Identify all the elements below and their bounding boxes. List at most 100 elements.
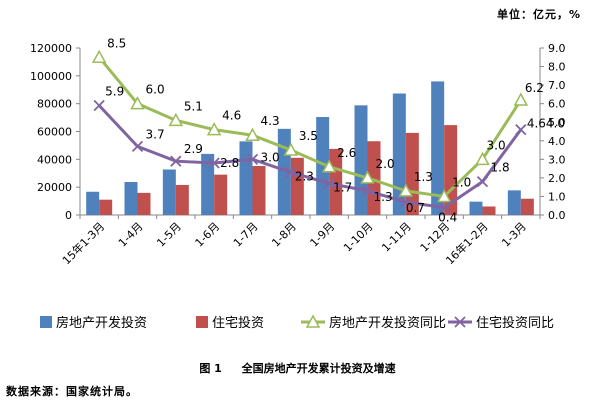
x-marker xyxy=(285,166,297,178)
figure-title: 全国房地产开发累计投资及增速 xyxy=(241,362,396,375)
bar-residential-investment xyxy=(99,199,113,215)
bar-residential-investment xyxy=(520,198,534,215)
right-tick-label: 8.0 xyxy=(548,61,566,74)
x-tick-label: 1-3月 xyxy=(499,220,529,250)
data-label-res-yoy: 2.9 xyxy=(184,142,203,156)
x-marker xyxy=(515,124,527,136)
bar-dev-investment xyxy=(239,141,253,215)
data-label-dev-yoy: 2.6 xyxy=(337,146,356,160)
bar-dev-investment xyxy=(201,153,215,215)
bar-dev-investment xyxy=(124,182,138,215)
triangle-marker xyxy=(398,183,414,197)
left-tick-label: 40000 xyxy=(37,153,72,166)
left-tick-label: 80000 xyxy=(37,98,72,111)
triangle-marker xyxy=(475,151,490,166)
legend-label: 住宅投资 xyxy=(212,315,264,331)
data-label-dev-yoy: 4.6 xyxy=(222,109,241,123)
triangle-marker xyxy=(513,92,529,106)
data-label-res-yoy: 2.8 xyxy=(220,156,239,170)
x-tick-label: 1-11月 xyxy=(379,220,414,255)
x-marker xyxy=(246,153,259,165)
legend-swatch xyxy=(40,316,52,328)
triangle-marker xyxy=(283,142,299,156)
legend-label: 住宅投资同比 xyxy=(476,315,554,331)
bar-residential-investment xyxy=(367,141,381,215)
left-tick-label: 20000 xyxy=(37,181,72,194)
right-tick-label: 7.0 xyxy=(548,79,566,92)
data-label-dev-yoy: 2.0 xyxy=(376,157,395,171)
bar-residential-investment xyxy=(137,192,151,215)
x-tick-label: 1-7月 xyxy=(231,220,261,250)
data-labels: 8.5 6.0 5.1 4.6 4.3 3.5 2.6 2.0 1.3 1.0 3.0 6.2 5.9 3… xyxy=(105,36,565,224)
bar-dev-investment xyxy=(86,191,100,215)
x-marker xyxy=(476,175,489,188)
x-marker xyxy=(208,157,220,169)
bar-dev-investment xyxy=(316,117,330,215)
figure-number: 图 1 xyxy=(199,362,222,375)
bar-dev-investment xyxy=(507,190,521,215)
bar-residential-investment xyxy=(252,166,266,215)
data-label-res-yoy: 1.3 xyxy=(374,190,393,204)
right-tick-label: 5.0 xyxy=(548,116,566,129)
bar-dev-investment xyxy=(392,93,406,215)
data-label-res-yoy: 4.64.0 xyxy=(527,117,565,131)
data-label-dev-yoy: 3.5 xyxy=(299,129,318,143)
x-marker xyxy=(438,201,450,214)
data-label-res-yoy: 1.7 xyxy=(333,180,352,194)
x-tick-label: 16年1-2月 xyxy=(443,219,491,267)
right-tick-label: 1.0 xyxy=(548,190,566,203)
bar-dev-investment xyxy=(162,169,176,215)
chart-lines xyxy=(91,49,529,214)
legend-x-marker xyxy=(454,316,466,328)
right-tick-label: 0.0 xyxy=(548,209,566,222)
legend-label: 房地产开发投资同比 xyxy=(329,315,446,331)
chart-legend: 房地产开发投资 住宅投资 房地产开发投资同比 住宅投资同比 xyxy=(40,314,554,331)
x-tick-label: 1-5月 xyxy=(154,220,184,250)
data-label-res-yoy: 1.8 xyxy=(491,161,510,175)
data-label-res-yoy: 3.0 xyxy=(261,150,280,164)
triangle-marker xyxy=(130,96,145,110)
legend-label: 房地产开发投资 xyxy=(56,315,147,331)
bar-residential-investment xyxy=(214,174,228,215)
data-label-dev-yoy: 3.0 xyxy=(487,138,506,152)
triangle-marker xyxy=(321,159,337,173)
bar-residential-investment xyxy=(175,184,189,215)
triangle-marker xyxy=(360,170,375,184)
data-label-res-yoy: 5.9 xyxy=(105,85,124,99)
line-dev-investment-yoy xyxy=(98,56,523,199)
x-tick-label: 1-8月 xyxy=(269,220,299,250)
investment-chart: 0 20000 40000 60000 80000 100000 120000 0.0 1.0 2… xyxy=(30,36,566,331)
chart-bars xyxy=(86,81,534,215)
left-tick-label: 120000 xyxy=(30,42,72,55)
left-tick-label: 0 xyxy=(65,209,72,222)
data-label-dev-yoy: 1.0 xyxy=(452,175,471,189)
data-label-res-yoy: 0.4 xyxy=(438,211,457,225)
left-tick-label: 100000 xyxy=(30,70,72,83)
right-tick-label: 4.0 xyxy=(548,135,566,148)
x-marker xyxy=(323,177,335,190)
right-tick-label: 9.0 xyxy=(548,42,566,55)
data-label-dev-yoy: 4.3 xyxy=(261,114,280,128)
right-tick-label: 2.0 xyxy=(548,172,566,185)
x-tick-label: 1-6月 xyxy=(193,220,223,250)
x-marker xyxy=(400,196,412,208)
x-marker xyxy=(361,185,374,197)
legend-triangle-marker xyxy=(305,314,321,328)
triangle-marker xyxy=(245,127,260,141)
bar-residential-investment xyxy=(482,206,496,215)
data-label-dev-yoy: 8.5 xyxy=(107,36,126,50)
bar-residential-investment xyxy=(290,157,304,215)
x-tick-label: 1-9月 xyxy=(308,220,338,250)
data-label-res-yoy: 0.7 xyxy=(406,201,425,215)
triangle-marker xyxy=(168,112,184,127)
data-label-dev-yoy: 6.2 xyxy=(525,81,544,95)
legend-swatch xyxy=(196,316,208,328)
x-marker xyxy=(93,99,105,112)
source-note: 数据来源：国家统计局。 xyxy=(6,385,138,398)
unit-note: 单位：亿元，% xyxy=(496,8,581,21)
x-tick-label: 15年1-3月 xyxy=(59,219,107,267)
line-residential-investment-yoy xyxy=(98,104,523,210)
right-tick-label: 3.0 xyxy=(548,153,566,166)
bar-dev-investment xyxy=(469,201,483,215)
data-label-dev-yoy: 5.1 xyxy=(184,99,203,113)
